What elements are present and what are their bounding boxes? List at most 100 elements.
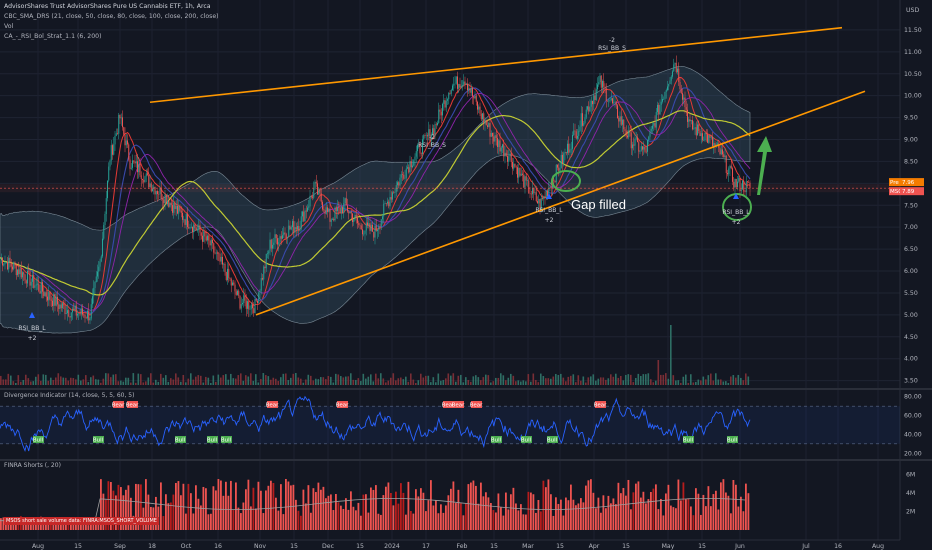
volume-bar (550, 378, 552, 385)
finra-bar (247, 479, 250, 530)
candle-body (8, 257, 10, 270)
candle-body (434, 124, 436, 135)
candle-body (482, 113, 483, 120)
candle-body (260, 278, 262, 291)
divergence-tick-label: 80.00 (904, 394, 922, 401)
finra-bar (447, 495, 450, 530)
volume-bar (312, 380, 315, 385)
candle-body (474, 95, 476, 99)
candle-body (338, 207, 340, 208)
candle-body (532, 188, 533, 195)
candle-body (127, 140, 128, 145)
volume-bar (12, 381, 15, 385)
volume-bar (90, 377, 92, 385)
bear-badge-bg (471, 401, 482, 408)
candle-body (715, 144, 717, 146)
candle-body (652, 125, 653, 129)
candle-body (477, 101, 478, 110)
candle-body (173, 202, 175, 213)
candle-body (393, 192, 395, 193)
volume-bar (417, 380, 420, 385)
finra-bar (72, 522, 75, 530)
candle-body (254, 299, 256, 314)
candle-body (217, 252, 218, 254)
finra-bar (0, 518, 2, 530)
finra-bar (445, 505, 447, 530)
candle-body (184, 219, 186, 225)
candle-body (408, 167, 410, 173)
finra-bar (597, 497, 600, 530)
candle-body (675, 63, 677, 73)
indicator-rsi-bol-label[interactable]: CA_-_RSI_Bol_Strat_1.1 (6, 200) (4, 33, 102, 40)
candle-body (42, 282, 43, 292)
finra-bar (200, 505, 202, 530)
candle-body (533, 188, 535, 194)
candle-body (414, 156, 416, 161)
candle-body (67, 310, 68, 314)
finra-bar (367, 512, 370, 530)
finra-bar (237, 507, 240, 530)
candle-body (135, 161, 137, 164)
candle-body (639, 150, 641, 152)
volume-bar (82, 379, 85, 385)
candle-body (525, 176, 527, 181)
candle-body (649, 131, 651, 137)
candle-body (513, 163, 515, 169)
candle-body (524, 176, 526, 188)
x-tick-label: Aug (872, 543, 884, 550)
finra-bar (747, 493, 750, 530)
candle-body (654, 123, 656, 128)
finra-shorts-label[interactable]: FINRA Shorts (, 20) (4, 462, 61, 469)
candle-body (607, 100, 608, 102)
x-tick-label: 15 (556, 543, 564, 550)
volume-bar (235, 378, 237, 385)
volume-bar (135, 382, 137, 385)
indicator-sma-label[interactable]: CBC_SMA_DRS (21, close, 50, close, 80, c… (4, 13, 219, 20)
candle-body (604, 86, 606, 89)
finra-bar (122, 495, 125, 530)
volume-bar (207, 377, 210, 385)
volume-bars (0, 325, 750, 385)
indicator-vol-label[interactable]: Vol (4, 23, 14, 30)
finra-bar (370, 487, 372, 530)
finra-bar (437, 513, 440, 530)
volume-bar (625, 374, 627, 385)
rsi-signal-label: RSI_BB_L (535, 207, 563, 214)
y-tick-label: 5.50 (904, 290, 918, 297)
volume-bar (525, 381, 527, 385)
bull-badge: Bull (521, 438, 532, 444)
candle-body (677, 68, 678, 73)
finra-bar (307, 485, 310, 530)
volume-bar (420, 373, 422, 385)
candle-body (262, 278, 263, 280)
finra-bar (637, 481, 640, 530)
candle-body (54, 294, 56, 306)
candle-body (292, 221, 293, 228)
candle-body (307, 207, 308, 212)
candle-body (728, 168, 730, 175)
volume-bar (147, 377, 150, 385)
candle-body (430, 134, 432, 142)
candle-body (582, 113, 583, 126)
finra-bar (570, 484, 572, 530)
finra-bar (277, 510, 280, 530)
candle-body (562, 154, 563, 164)
volume-bar (187, 378, 190, 385)
finra-bar (457, 489, 460, 530)
finra-bar (310, 512, 312, 530)
y-tick-label: 4.50 (904, 334, 918, 341)
candle-body (480, 113, 482, 120)
volume-bar (250, 373, 252, 385)
candle-body (237, 290, 238, 295)
volume-bar (60, 376, 62, 385)
candle-body (745, 181, 747, 193)
candle-body (468, 88, 470, 91)
volume-bar (500, 373, 502, 385)
candle-body (423, 135, 425, 140)
divergence-indicator-label[interactable]: Divergence Indicator (14, close, 5, 5, 6… (4, 392, 135, 399)
bear-badge-bg (127, 401, 138, 408)
candle-body (132, 160, 133, 168)
candle-body (383, 203, 385, 217)
volume-bar (115, 374, 117, 385)
